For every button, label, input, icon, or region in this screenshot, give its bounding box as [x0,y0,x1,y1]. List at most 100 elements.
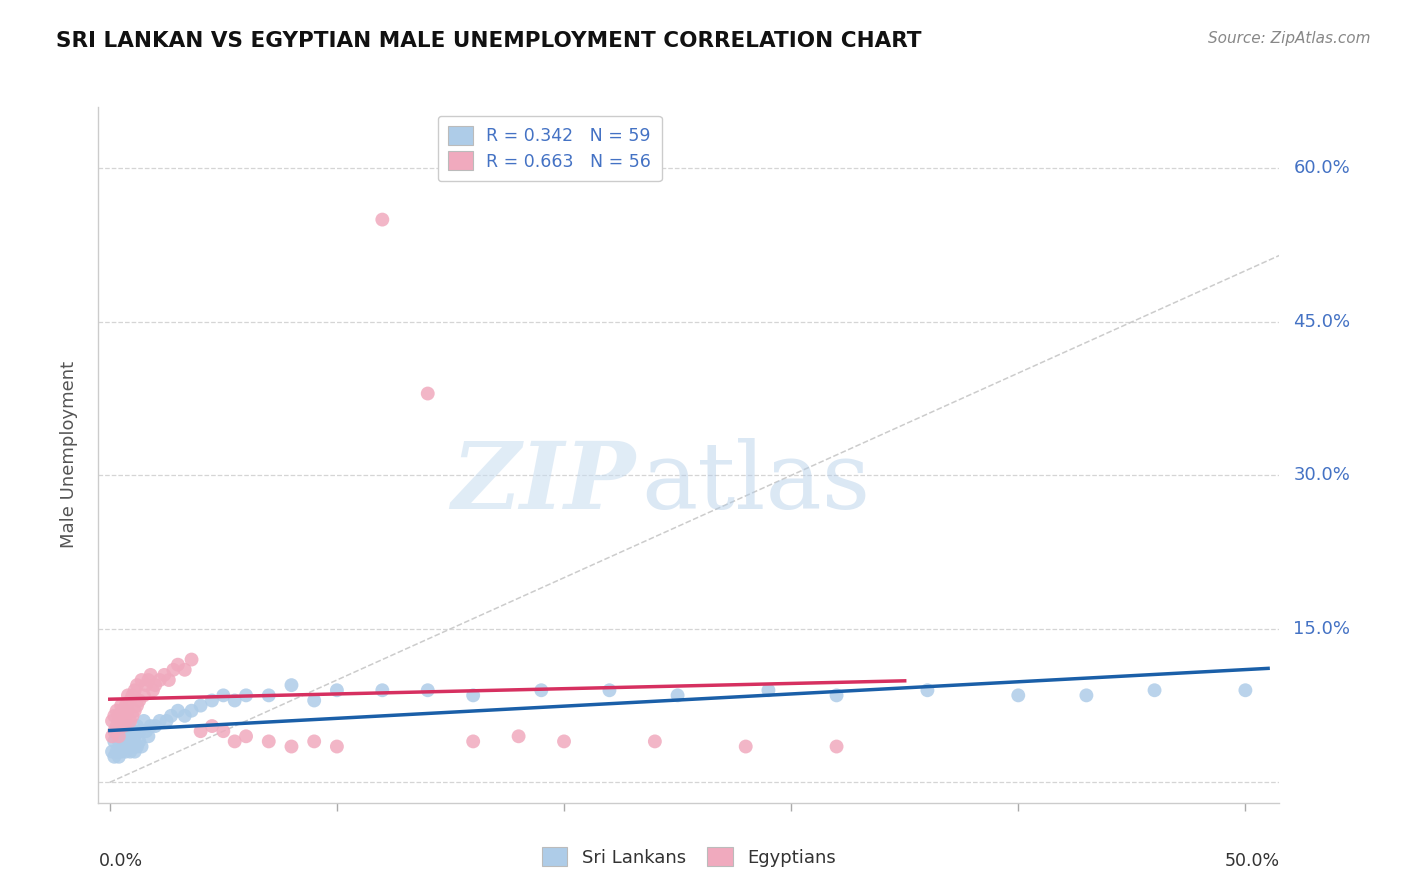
Point [167,704,190,718]
Point [117,704,139,718]
Point [108,729,131,743]
Point [124,745,146,759]
Point [110,698,132,713]
Point [553,734,575,748]
Point [125,739,148,754]
Point [201,693,224,707]
Point [1234,683,1257,698]
Point [112,719,135,733]
Point [143,678,166,692]
Text: SRI LANKAN VS EGYPTIAN MALE UNEMPLOYMENT CORRELATION CHART: SRI LANKAN VS EGYPTIAN MALE UNEMPLOYMENT… [56,31,922,51]
Point [190,698,212,713]
Point [1007,689,1029,703]
Text: 15.0%: 15.0% [1294,620,1350,638]
Point [138,673,160,687]
Point [167,657,190,672]
Point [125,719,148,733]
Point [121,724,143,739]
Point [110,714,132,728]
Point [302,734,325,748]
Point [162,663,184,677]
Point [138,729,160,743]
Point [117,734,139,748]
Point [101,745,124,759]
Point [302,693,325,707]
Point [120,729,142,743]
Point [666,689,689,703]
Point [128,693,150,707]
Point [257,689,280,703]
Point [135,724,157,739]
Point [180,652,202,666]
Text: 60.0%: 60.0% [1294,160,1350,178]
Point [416,683,439,698]
Point [121,689,143,703]
Point [105,719,128,733]
Text: ZIP: ZIP [451,438,636,528]
Point [416,386,439,401]
Point [142,683,165,698]
Point [114,745,136,759]
Point [112,724,135,739]
Point [758,683,780,698]
Point [734,739,756,754]
Point [326,739,349,754]
Point [120,693,142,707]
Point [108,734,131,748]
Point [121,708,143,723]
Point [463,734,485,748]
Point [508,729,530,743]
Point [103,749,125,764]
Point [160,708,183,723]
Text: 30.0%: 30.0% [1294,467,1350,484]
Point [125,678,148,692]
Point [105,729,128,743]
Point [103,708,125,723]
Point [139,719,162,733]
Point [124,729,146,743]
Point [112,739,135,754]
Point [128,724,150,739]
Text: 45.0%: 45.0% [1294,313,1351,331]
Point [124,704,146,718]
Point [135,678,157,692]
Point [103,734,125,748]
Point [917,683,939,698]
Text: Source: ZipAtlas.com: Source: ZipAtlas.com [1208,31,1371,46]
Text: 0.0%: 0.0% [98,852,142,870]
Point [201,719,224,733]
Point [101,714,124,728]
Point [108,708,131,723]
Point [1143,683,1166,698]
Point [139,668,162,682]
Point [257,734,280,748]
Point [143,719,166,733]
Point [224,734,246,748]
Point [235,729,257,743]
Point [463,689,485,703]
Point [128,734,150,748]
Point [280,678,302,692]
Point [132,689,155,703]
Point [105,745,128,759]
Point [235,689,257,703]
Point [108,749,131,764]
Point [112,704,135,718]
Point [212,724,235,739]
Point [173,663,195,677]
Point [114,714,136,728]
Point [120,745,142,759]
Point [825,689,848,703]
Point [114,698,136,713]
Point [644,734,666,748]
Point [149,673,172,687]
Point [212,689,235,703]
Point [149,714,172,728]
Point [120,714,142,728]
Point [117,689,139,703]
Point [224,693,246,707]
Point [530,683,553,698]
Legend: Sri Lankans, Egyptians: Sri Lankans, Egyptians [534,839,844,874]
Point [190,724,212,739]
Point [153,668,176,682]
